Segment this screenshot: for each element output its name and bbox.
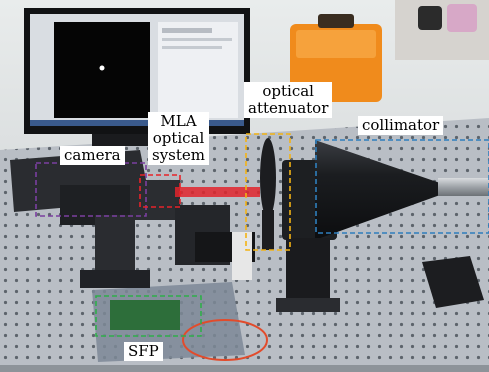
pink-object bbox=[447, 4, 477, 32]
white-block bbox=[232, 232, 252, 280]
black-object bbox=[418, 6, 442, 30]
collimator-label: collimator bbox=[358, 116, 444, 135]
panel-line bbox=[162, 28, 212, 33]
attenuator-label-line1: optical bbox=[262, 82, 314, 100]
mla-label-line3: system bbox=[152, 146, 205, 164]
collimator-base bbox=[276, 298, 340, 312]
mla-mount bbox=[130, 180, 180, 220]
attenuator-label: optical attenuator bbox=[244, 82, 333, 118]
collimator-label-text: collimator bbox=[362, 116, 440, 134]
mla-box bbox=[139, 174, 181, 208]
focal-spot bbox=[99, 65, 105, 71]
mla-label: MLA optical system bbox=[148, 112, 209, 165]
taskbar bbox=[30, 120, 244, 126]
sfp-label-text: SFP bbox=[128, 342, 159, 360]
case-handle bbox=[318, 14, 354, 28]
sfp-label: SFP bbox=[124, 342, 163, 361]
camera-base bbox=[80, 270, 150, 288]
camera-stage bbox=[95, 215, 135, 280]
sfp-board bbox=[110, 300, 180, 330]
attenuator-post bbox=[262, 210, 274, 250]
camera-label-text: camera bbox=[64, 146, 121, 164]
panel-line bbox=[162, 38, 232, 41]
attenuator-disc bbox=[260, 138, 276, 218]
mla-label-line1: MLA bbox=[160, 112, 197, 130]
mla-label-line2: optical bbox=[152, 129, 205, 147]
sfp-box bbox=[95, 295, 202, 337]
collimator-cone bbox=[315, 140, 440, 240]
camera-label: camera bbox=[60, 146, 125, 165]
collimator-box bbox=[315, 139, 489, 234]
case-lid bbox=[296, 30, 376, 58]
table-edge bbox=[0, 365, 489, 372]
translation-stage bbox=[422, 256, 484, 308]
attenuator-label-line2: attenuator bbox=[248, 99, 329, 117]
laser-beam bbox=[175, 187, 260, 197]
camera-box bbox=[35, 162, 147, 217]
panel-line bbox=[162, 46, 222, 49]
fiber-cable bbox=[182, 319, 268, 361]
software-panel bbox=[158, 22, 238, 118]
collimator-rod bbox=[438, 178, 489, 196]
collimator-stand bbox=[286, 238, 330, 308]
